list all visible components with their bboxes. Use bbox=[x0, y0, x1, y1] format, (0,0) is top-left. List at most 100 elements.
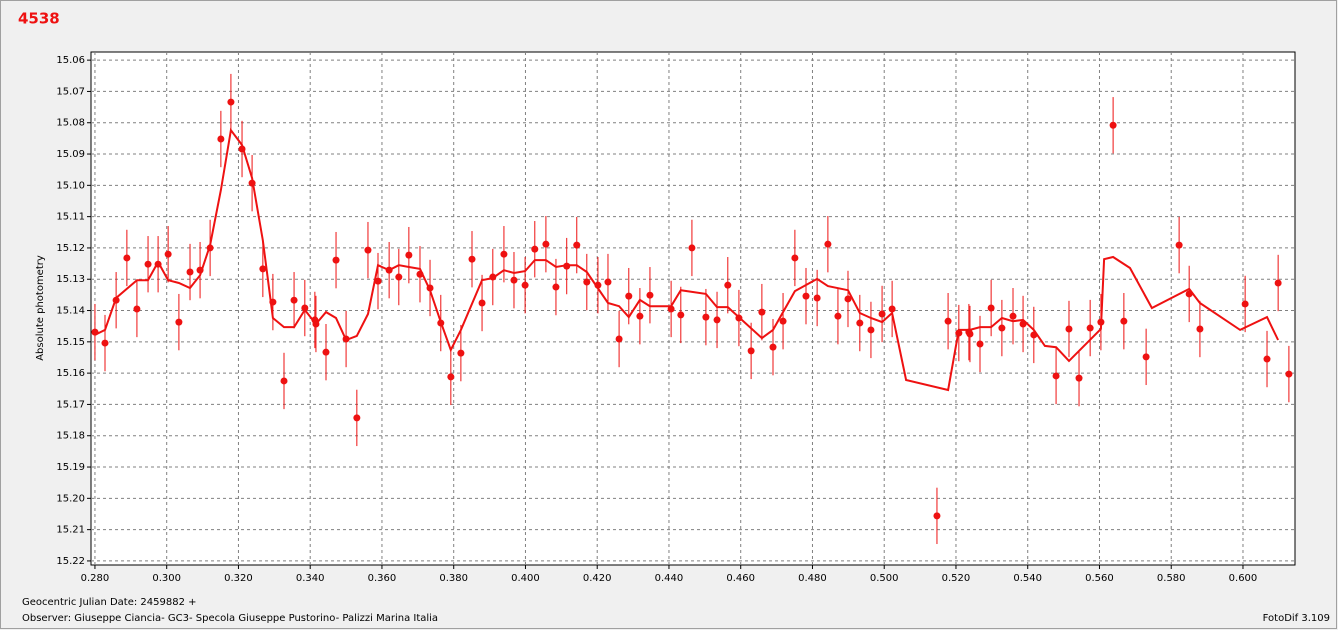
data-point bbox=[259, 265, 267, 273]
data-point bbox=[604, 278, 612, 286]
y-tick-label: 15.11 bbox=[56, 212, 85, 223]
data-point bbox=[878, 310, 886, 318]
data-point bbox=[583, 278, 591, 286]
data-point bbox=[856, 319, 864, 327]
data-point bbox=[144, 260, 152, 268]
y-tick-label: 15.09 bbox=[56, 149, 85, 160]
x-tick-label: 0.600 bbox=[1229, 573, 1258, 584]
data-point bbox=[646, 291, 654, 299]
data-point bbox=[713, 316, 721, 324]
y-tick-label: 15.18 bbox=[56, 431, 85, 442]
y-tick-label: 15.10 bbox=[56, 180, 85, 191]
chart-title: 4538 bbox=[18, 10, 60, 28]
data-point bbox=[688, 244, 696, 252]
data-point bbox=[1086, 324, 1094, 332]
x-tick-label: 0.340 bbox=[296, 573, 325, 584]
y-tick-label: 15.19 bbox=[56, 462, 85, 473]
x-tick-label: 0.320 bbox=[224, 573, 253, 584]
data-point bbox=[217, 135, 225, 143]
y-axis-label: Absolute photometry bbox=[35, 255, 46, 361]
y-tick-label: 15.14 bbox=[56, 306, 85, 317]
data-point bbox=[542, 240, 550, 248]
data-point bbox=[1142, 353, 1150, 361]
data-point bbox=[1052, 372, 1060, 380]
y-tick-label: 15.07 bbox=[56, 86, 85, 97]
data-point bbox=[447, 373, 455, 381]
data-point bbox=[867, 326, 875, 334]
data-point bbox=[1175, 241, 1183, 249]
data-point bbox=[976, 340, 984, 348]
data-point bbox=[175, 318, 183, 326]
data-point bbox=[457, 349, 465, 357]
data-point bbox=[478, 299, 486, 307]
data-point bbox=[353, 414, 361, 422]
data-point bbox=[844, 295, 852, 303]
data-point bbox=[667, 305, 675, 313]
data-point bbox=[374, 277, 382, 285]
data-point bbox=[364, 246, 372, 254]
x-tick-label: 0.480 bbox=[798, 573, 827, 584]
data-point bbox=[677, 311, 685, 319]
x-tick-label: 0.520 bbox=[942, 573, 971, 584]
data-point bbox=[552, 283, 560, 291]
y-tick-label: 15.15 bbox=[56, 337, 85, 348]
x-tick-label: 0.380 bbox=[439, 573, 468, 584]
x-tick-label: 0.360 bbox=[368, 573, 397, 584]
data-point bbox=[322, 348, 330, 356]
data-point bbox=[573, 241, 581, 249]
software: FotoDif 3.109 bbox=[1263, 613, 1330, 624]
data-point bbox=[813, 294, 821, 302]
data-point bbox=[164, 250, 172, 258]
data-point bbox=[1065, 325, 1073, 333]
data-point bbox=[747, 347, 755, 355]
y-tick-label: 15.08 bbox=[56, 118, 85, 129]
data-point bbox=[301, 304, 309, 312]
data-point bbox=[1274, 279, 1282, 287]
data-point bbox=[944, 317, 952, 325]
data-point bbox=[123, 254, 131, 262]
data-point bbox=[1241, 300, 1249, 308]
data-point bbox=[636, 312, 644, 320]
x-tick-label: 0.560 bbox=[1085, 573, 1114, 584]
data-point bbox=[966, 330, 974, 338]
data-point bbox=[769, 343, 777, 351]
observer: Observer: Giuseppe Ciancia- GC3- Specola… bbox=[22, 613, 438, 624]
data-point bbox=[724, 281, 732, 289]
data-point bbox=[758, 308, 766, 316]
data-point bbox=[531, 245, 539, 253]
data-point bbox=[332, 256, 340, 264]
data-point bbox=[1075, 374, 1083, 382]
data-point bbox=[468, 255, 476, 263]
y-tick-label: 15.20 bbox=[56, 493, 85, 504]
x-tick-label: 0.500 bbox=[870, 573, 899, 584]
data-point bbox=[791, 254, 799, 262]
x-tick-label: 0.280 bbox=[81, 573, 110, 584]
data-point bbox=[802, 292, 810, 300]
y-tick-label: 15.17 bbox=[56, 399, 85, 410]
data-point bbox=[405, 251, 413, 259]
data-point bbox=[1120, 317, 1128, 325]
y-tick-label: 15.13 bbox=[56, 274, 85, 285]
x-tick-label: 0.580 bbox=[1157, 573, 1186, 584]
data-point bbox=[1196, 325, 1204, 333]
data-point bbox=[824, 240, 832, 248]
trend-line bbox=[94, 127, 1279, 392]
data-point bbox=[1263, 355, 1271, 363]
data-point bbox=[500, 250, 508, 258]
data-point bbox=[615, 335, 623, 343]
data-point bbox=[998, 324, 1006, 332]
data-point bbox=[1009, 312, 1017, 320]
x-tick-label: 0.440 bbox=[655, 573, 684, 584]
data-point bbox=[101, 339, 109, 347]
x-tick-label: 0.540 bbox=[1013, 573, 1042, 584]
data-point bbox=[888, 305, 896, 313]
data-point bbox=[834, 312, 842, 320]
data-point bbox=[395, 273, 403, 281]
data-point bbox=[510, 276, 518, 284]
data-point bbox=[186, 268, 194, 276]
x-tick-label: 0.300 bbox=[152, 573, 181, 584]
data-point bbox=[702, 313, 710, 321]
data-point bbox=[779, 317, 787, 325]
